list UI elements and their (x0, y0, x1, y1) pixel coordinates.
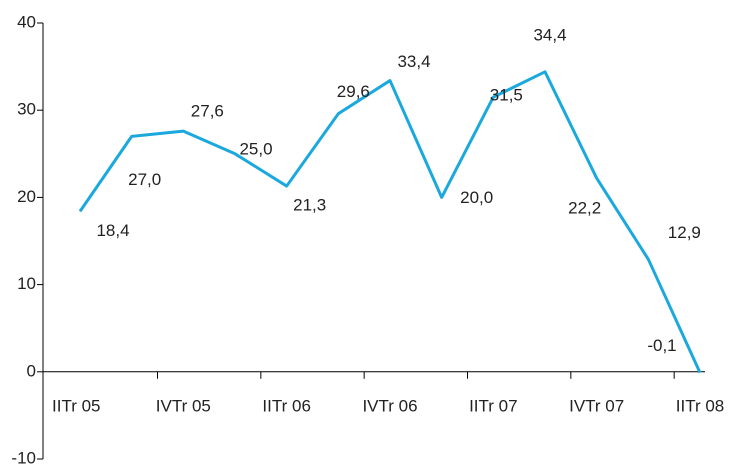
x-tick-label: IVTr 05 (156, 396, 211, 415)
data-label: 27,6 (191, 102, 224, 121)
data-label: 34,4 (533, 25, 566, 44)
x-tick-label: IITr 07 (469, 396, 518, 415)
x-tick-label: IVTr 07 (569, 396, 624, 415)
x-tick-label: IVTr 06 (362, 396, 417, 415)
y-tick-label: 0 (27, 361, 36, 380)
data-label: 25,0 (239, 139, 272, 158)
x-tick-label: IITr 08 (676, 396, 725, 415)
y-tick-label: 30 (17, 100, 36, 119)
data-label: -0,1 (647, 336, 676, 355)
line (78, 70, 702, 374)
data-label: 12,9 (668, 223, 701, 242)
y-tick-label: -10 (11, 448, 36, 465)
y-tick-label: 40 (17, 12, 36, 31)
data-label: 20,0 (460, 188, 493, 207)
x-tick-label: IITr 05 (52, 396, 101, 415)
data-label: 31,5 (490, 86, 523, 105)
y-tick-label: 10 (17, 274, 36, 293)
data-label: 29,6 (337, 82, 370, 101)
data-label: 22,2 (568, 199, 601, 218)
data-label: 21,3 (293, 196, 326, 215)
y-tick-label: 20 (17, 187, 36, 206)
data-label: 33,4 (397, 52, 430, 71)
data-label: 27,0 (128, 170, 161, 189)
x-tick-label: IITr 06 (262, 396, 311, 415)
data-label: 18,4 (96, 221, 129, 240)
